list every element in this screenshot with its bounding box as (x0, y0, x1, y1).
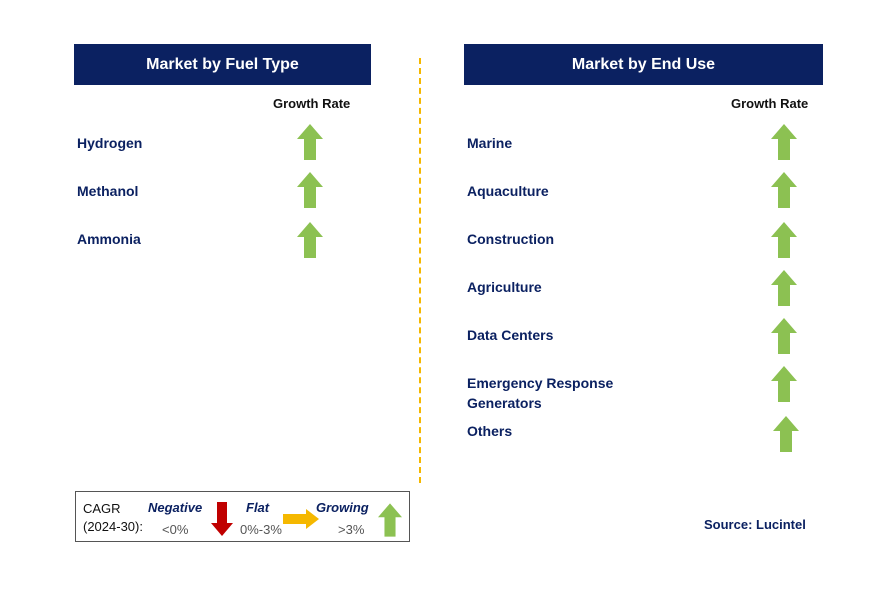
panel-divider (419, 58, 421, 483)
growth-up-arrow-icon (297, 222, 323, 258)
growth-up-arrow-icon (771, 222, 797, 258)
end-use-item-data-centers: Data Centers (467, 327, 554, 343)
end-use-item-construction: Construction (467, 231, 555, 247)
end-use-item-agriculture: Agriculture (467, 279, 542, 295)
fuel-type-growth-rate-label: Growth Rate (273, 96, 351, 111)
legend-growing-label: Growing (316, 500, 369, 515)
end-use-item-emergency-response-generators: Emergency Response Generators (467, 375, 614, 411)
legend-growing-range: >3% (338, 522, 365, 537)
growth-up-arrow-icon (297, 124, 323, 160)
legend-negative-label: Negative (148, 500, 203, 515)
end-use-item-aquaculture: Aquaculture (467, 183, 549, 199)
growth-up-arrow-icon (771, 270, 797, 306)
fuel-type-header: Market by Fuel Type (74, 44, 371, 85)
fuel-item-methanol: Methanol (77, 183, 139, 199)
fuel-item-hydrogen: Hydrogen (77, 135, 143, 151)
legend-cagr-label: CAGR (83, 501, 121, 516)
end-use-item-marine: Marine (467, 135, 513, 151)
legend-flat-range: 0%-3% (240, 522, 282, 537)
end-use-header: Market by End Use (464, 44, 823, 85)
growth-up-arrow-icon (773, 416, 799, 452)
legend-flat-label: Flat (246, 500, 270, 515)
fuel-item-ammonia: Ammonia (77, 231, 141, 247)
end-use-item-others: Others (467, 423, 513, 439)
growth-up-arrow-icon (771, 366, 797, 402)
end-use-growth-rate-label: Growth Rate (731, 96, 809, 111)
growing-up-arrow-icon (378, 503, 402, 537)
source-credit: Source: Lucintel (704, 517, 806, 532)
growth-up-arrow-icon (771, 318, 797, 354)
growth-up-arrow-icon (771, 124, 797, 160)
flat-right-arrow-icon (283, 509, 319, 529)
growth-up-arrow-icon (771, 172, 797, 208)
cagr-legend: CAGR (2024-30): Negative <0% Flat 0%-3% … (75, 491, 410, 542)
negative-down-arrow-icon (211, 502, 233, 536)
legend-negative-range: <0% (162, 522, 189, 537)
legend-period: (2024-30): (83, 519, 143, 534)
growth-up-arrow-icon (297, 172, 323, 208)
